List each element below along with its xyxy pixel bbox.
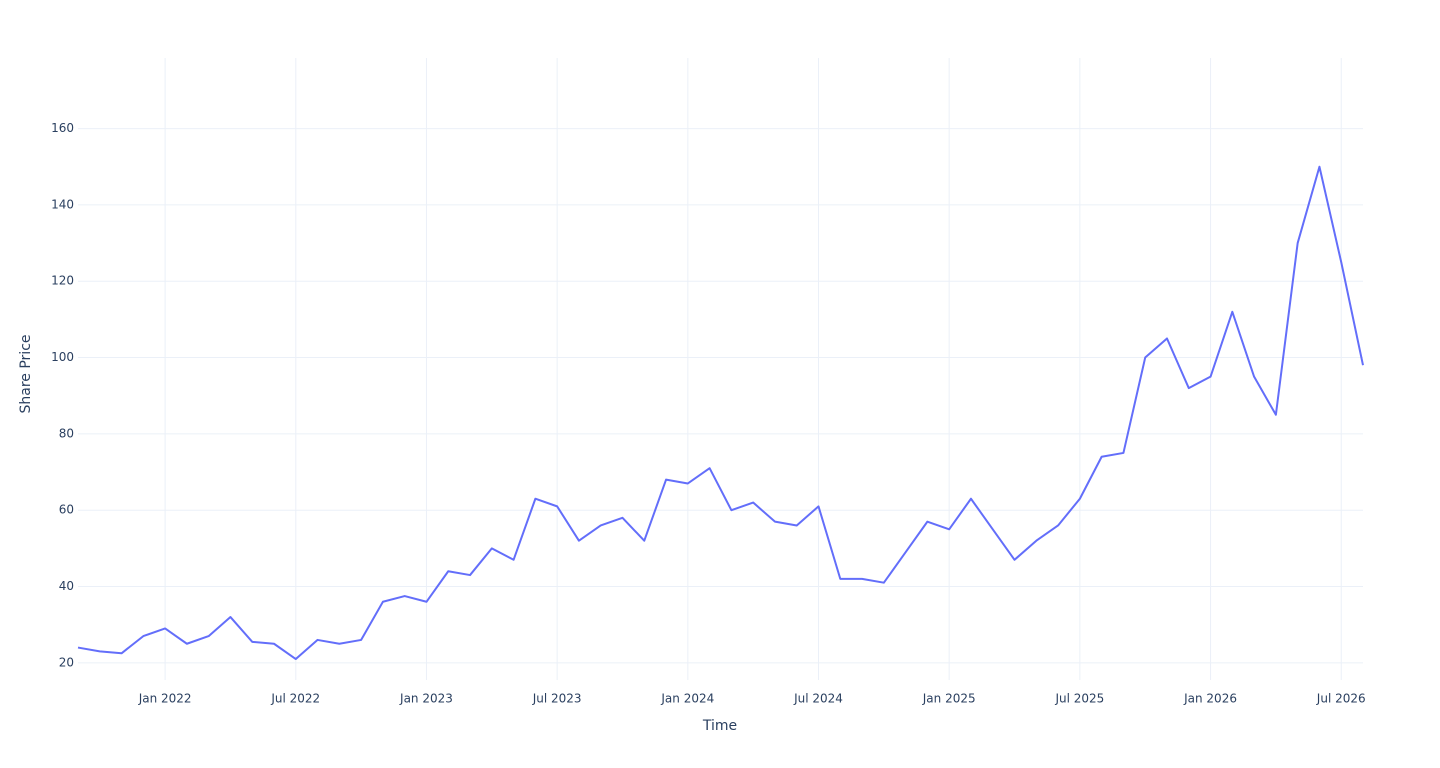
x-tick-label: Jul 2024 (793, 692, 843, 706)
x-tick-label: Jan 2026 (1183, 692, 1237, 706)
x-tick-label: Jul 2022 (270, 692, 320, 706)
y-tick-label: 20 (59, 655, 74, 669)
x-tick-label: Jan 2024 (660, 692, 714, 706)
y-tick-label: 60 (59, 503, 74, 517)
y-tick-label: 140 (51, 197, 74, 211)
y-axis-title: Share Price (18, 334, 34, 413)
x-tick-label: Jul 2025 (1054, 692, 1104, 706)
x-tick-label: Jan 2025 (922, 692, 976, 706)
x-tick-label: Jul 2023 (532, 692, 582, 706)
y-tick-label: 160 (51, 121, 74, 135)
y-tick-label: 40 (59, 579, 74, 593)
x-tick-label: Jan 2023 (399, 692, 453, 706)
y-tick-label: 120 (51, 274, 74, 288)
x-tick-label: Jul 2026 (1316, 692, 1366, 706)
x-tick-label: Jan 2022 (138, 692, 192, 706)
x-axis-title: Time (702, 718, 737, 734)
y-tick-label: 100 (51, 350, 74, 364)
y-tick-label: 80 (59, 426, 74, 440)
price-line (77, 165, 1364, 661)
